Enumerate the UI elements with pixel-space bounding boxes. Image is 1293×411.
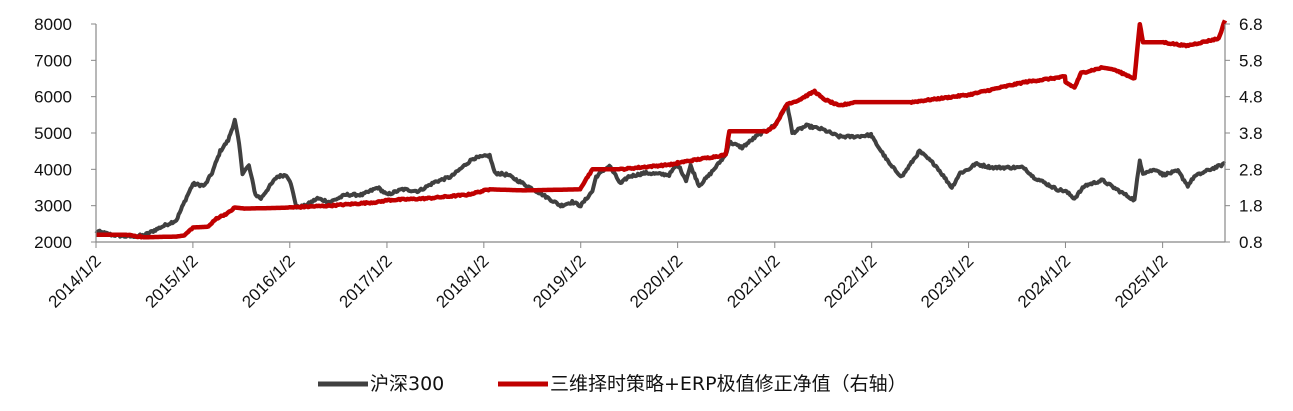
x-tick-label: 2019/1/2 — [529, 251, 589, 311]
x-tick-label: 2020/1/2 — [626, 251, 686, 311]
left-tick-label: 5000 — [34, 124, 72, 143]
left-tick-label: 8000 — [34, 15, 72, 34]
x-axis-ticks: 2014/1/2 2015/1/2 2016/1/2 2017/1/2 2018/1/2… — [45, 242, 1171, 312]
right-tick-label: 3.8 — [1239, 124, 1263, 143]
right-tick-label: 1.8 — [1239, 197, 1263, 216]
right-tick-label: 2.8 — [1239, 160, 1263, 179]
x-tick-label: 2014/1/2 — [45, 251, 105, 311]
x-tick-label: 2015/1/2 — [141, 251, 201, 311]
right-tick-label: 5.8 — [1239, 51, 1263, 70]
left-tick-label: 2000 — [34, 233, 72, 252]
left-tick-label: 4000 — [34, 160, 72, 179]
x-tick-label: 2024/1/2 — [1014, 251, 1074, 311]
x-tick-label: 2022/1/2 — [820, 251, 880, 311]
right-axis-ticks: 6.8 5.8 4.8 3.8 2.8 1.8 0.8 — [1225, 15, 1263, 252]
x-tick-label: 2018/1/2 — [432, 251, 492, 311]
left-tick-label: 3000 — [34, 197, 72, 216]
right-tick-label: 4.8 — [1239, 88, 1263, 107]
legend-label: 沪深300 — [370, 373, 444, 395]
legend: 沪深300 三维择时策略+ERP极值修正净值（右轴） — [318, 373, 907, 395]
x-tick-label: 2025/1/2 — [1111, 251, 1171, 311]
x-tick-label: 2023/1/2 — [917, 251, 977, 311]
series-line-strategy-nav — [94, 19, 1228, 240]
left-tick-label: 6000 — [34, 88, 72, 107]
x-tick-label: 2016/1/2 — [238, 251, 298, 311]
series-line-csi300 — [94, 102, 1227, 239]
legend-label: 三维择时策略+ERP极值修正净值（右轴） — [550, 373, 907, 395]
plot-lines — [94, 19, 1228, 240]
right-tick-label: 6.8 — [1239, 15, 1263, 34]
left-axis-ticks: 8000 7000 6000 5000 4000 3000 2000 — [34, 15, 96, 252]
right-tick-label: 0.8 — [1239, 233, 1263, 252]
left-tick-label: 7000 — [34, 51, 72, 70]
x-tick-label: 2017/1/2 — [336, 251, 396, 311]
x-tick-label: 2021/1/2 — [723, 251, 783, 311]
